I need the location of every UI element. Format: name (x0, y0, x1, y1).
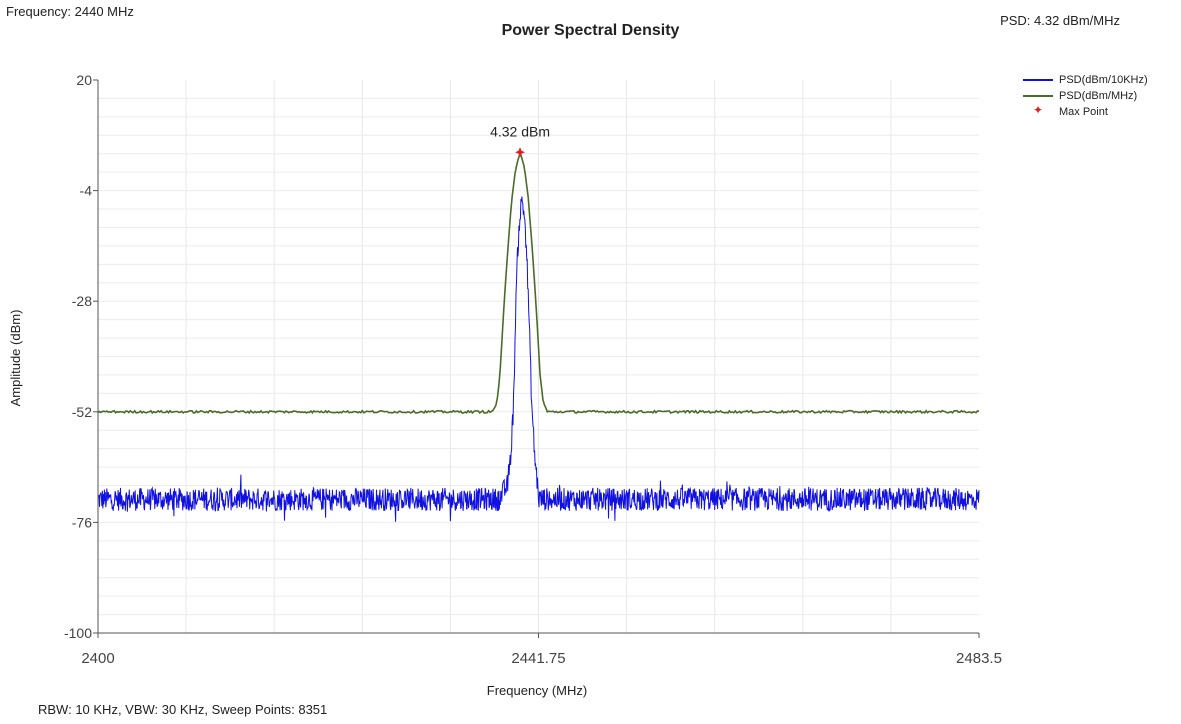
psd-readout: PSD: 4.32 dBm/MHz (1000, 13, 1120, 28)
y-tick-label: -76 (72, 514, 92, 530)
series-psd-mhz-line (97, 154, 980, 415)
sweep-info: RBW: 10 KHz, VBW: 30 KHz, Sweep Points: … (38, 702, 328, 717)
max-point-label: 4.32 dBm (490, 123, 550, 139)
y-tick-label: -100 (64, 625, 92, 641)
x-axis-label: Frequency (MHz) (487, 683, 587, 698)
legend-item-psd-10khz: PSD(dBm/10KHz) (1023, 72, 1148, 88)
y-tick-label: -4 (80, 183, 93, 199)
x-tick-label: 2441.75 (511, 650, 565, 667)
marker-layer: 4.32 dBm (490, 123, 550, 158)
y-tick-label: -52 (72, 404, 92, 420)
x-tick-label: 2483.5 (956, 650, 1002, 667)
series-psd-10khz-line (97, 196, 980, 522)
y-tick-label: -28 (72, 293, 92, 309)
y-axis-label: Amplitude (dBm) (8, 310, 23, 407)
grid (98, 80, 979, 633)
x-tick-label: 2400 (81, 650, 114, 667)
legend: PSD(dBm/10KHz) PSD(dBm/MHz) ✦ Max Point (1023, 72, 1148, 120)
legend-label: PSD(dBm/MHz) (1059, 90, 1138, 102)
series-layer (97, 154, 980, 522)
frequency-readout: Frequency: 2440 MHz (6, 4, 134, 19)
legend-line-icon (1023, 79, 1053, 81)
max-point-marker (515, 147, 526, 158)
legend-label: Max Point (1059, 106, 1108, 118)
legend-line-icon (1023, 95, 1053, 97)
chart-title: Power Spectral Density (501, 22, 680, 39)
y-tick-label: 20 (76, 72, 92, 88)
legend-label: PSD(dBm/10KHz) (1059, 74, 1148, 86)
star-icon: ✦ (1032, 103, 1044, 117)
legend-item-max-point: ✦ Max Point (1023, 103, 1148, 120)
legend-item-psd-mhz: PSD(dBm/MHz) (1023, 88, 1148, 104)
axes: 20 -4 -28 -52 -76 -100 2400 2441.75 2483.5 (64, 72, 1002, 667)
